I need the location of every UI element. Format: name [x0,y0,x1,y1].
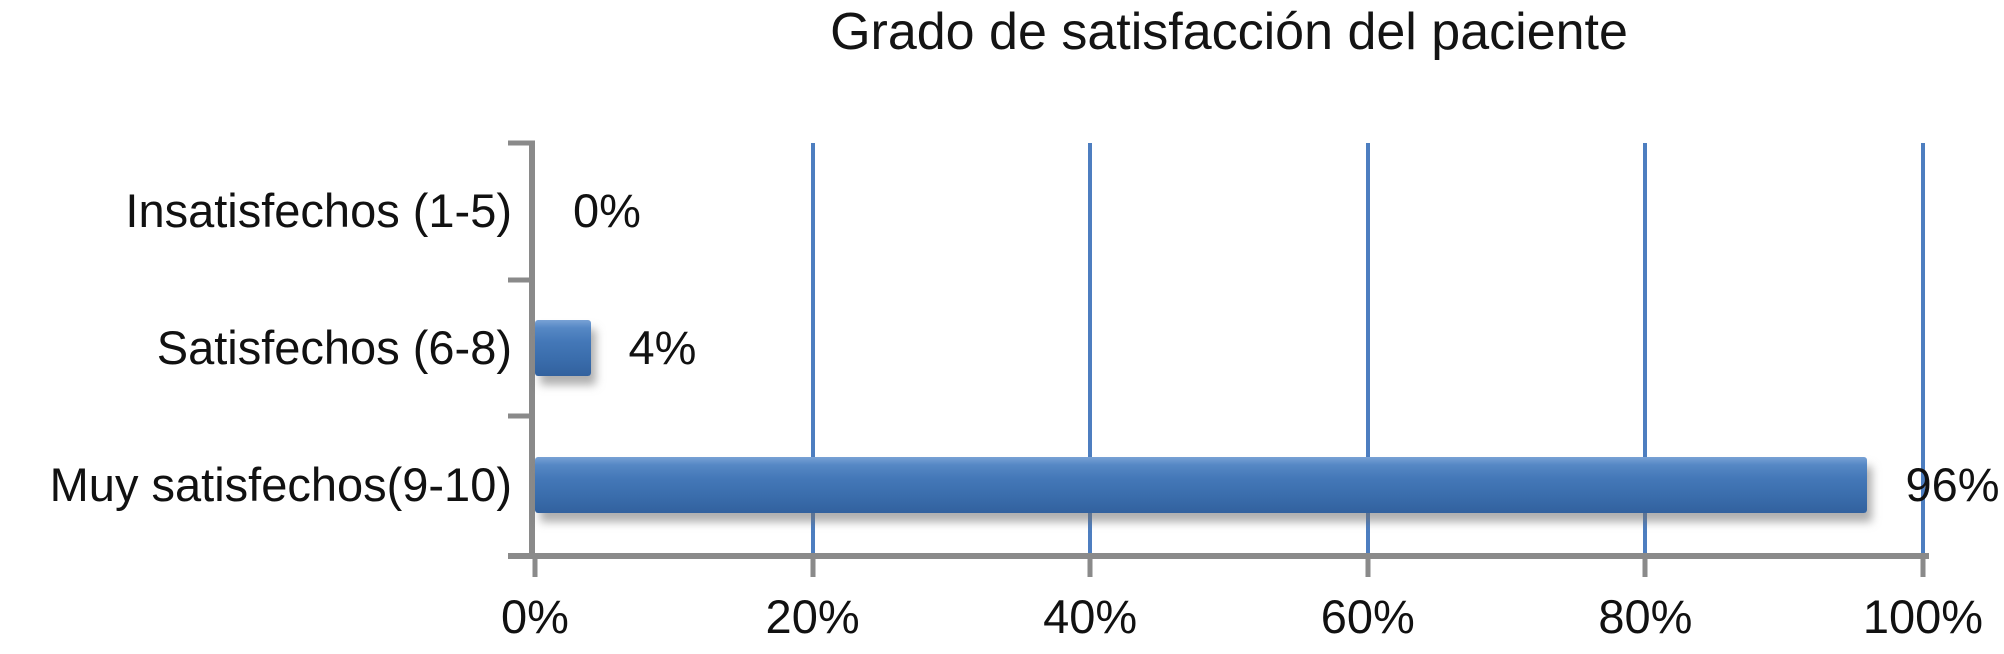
x-axis-tick-label: 0% [501,590,569,643]
x-axis-tick [1920,553,1926,577]
value-label: 0% [573,184,641,238]
x-axis-line [508,553,1929,559]
x-axis-tick [1087,553,1093,577]
plot-area: 0% 20% 40% 60% 80% 100% 0% 4% 96% [501,140,2000,643]
x-axis-tick [810,553,816,577]
category-label: Satisfechos (6-8) [156,321,512,374]
x-axis-tick-label: 20% [765,590,860,643]
y-axis-tick [508,413,535,419]
gridline-80 [1643,143,1648,553]
y-axis-tick [508,277,535,283]
y-axis-tick [508,140,535,146]
chart-title: Grado de satisfacción del paciente [830,3,1628,61]
x-axis-tick [1365,553,1371,577]
x-axis-tick-label: 60% [1320,590,1415,643]
value-label: 96% [1905,457,2000,511]
bar-3 [535,456,1868,513]
x-axis-tick-label: 100% [1862,590,1984,643]
y-axis-line [529,143,535,555]
x-axis-tick [532,553,538,577]
category-label: Muy satisfechos(9-10) [49,457,512,511]
x-axis-tick-label: 40% [1043,590,1138,643]
gridline-40 [1088,143,1093,553]
gridline-20 [810,143,815,553]
gridline-60 [1365,143,1370,553]
x-axis-tick [1642,553,1648,577]
value-label: 4% [628,321,697,374]
gridline-100 [1921,143,1925,553]
category-label: Insatisfechos (1-5) [125,184,512,238]
bar-2 [535,320,591,376]
x-axis-tick-label: 80% [1598,590,1693,643]
